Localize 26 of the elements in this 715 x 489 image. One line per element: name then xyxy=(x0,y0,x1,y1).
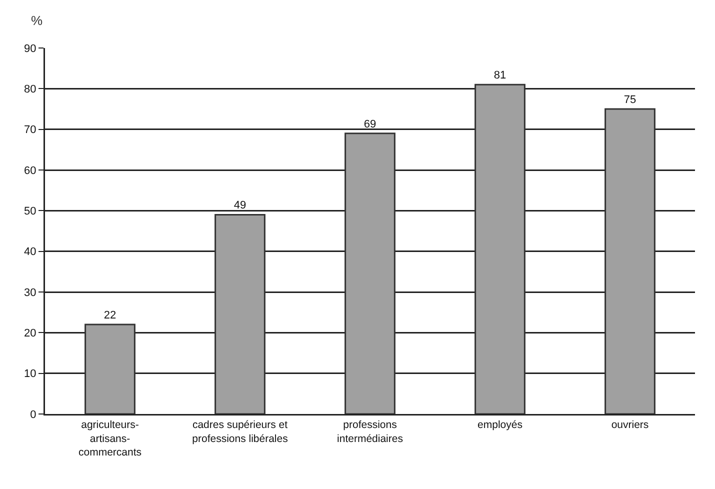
data-label: 22 xyxy=(104,310,116,322)
bar xyxy=(214,214,266,414)
bar xyxy=(604,108,656,414)
y-tick-label: 90 xyxy=(24,42,36,55)
bar xyxy=(84,324,136,414)
x-tick-label: professions intermédiaires xyxy=(337,419,403,445)
y-tick-label: 60 xyxy=(24,164,36,177)
y-tick-label: 40 xyxy=(24,246,36,258)
y-tick-label: 10 xyxy=(24,368,36,380)
bar xyxy=(344,132,396,414)
data-label: 75 xyxy=(624,94,636,106)
y-axis-title: % xyxy=(31,13,43,28)
data-label: 81 xyxy=(494,70,506,82)
x-tick-label: agriculteurs- artisans- commercants xyxy=(78,419,142,458)
data-label: 69 xyxy=(364,118,376,130)
x-tick-label: cadres supérieurs et professions libérales xyxy=(192,419,288,445)
bar xyxy=(474,84,526,414)
x-tick-label: ouvriers xyxy=(611,419,649,432)
y-tick-label: 0 xyxy=(30,408,36,421)
y-tick-label: 80 xyxy=(24,84,36,96)
y-tick-label: 20 xyxy=(24,328,36,340)
data-label: 49 xyxy=(234,200,246,212)
y-tick-label: 70 xyxy=(24,124,36,136)
y-tick-label: 50 xyxy=(24,206,36,218)
y-tick-label: 30 xyxy=(24,286,36,299)
x-tick-label: employés xyxy=(478,419,522,432)
